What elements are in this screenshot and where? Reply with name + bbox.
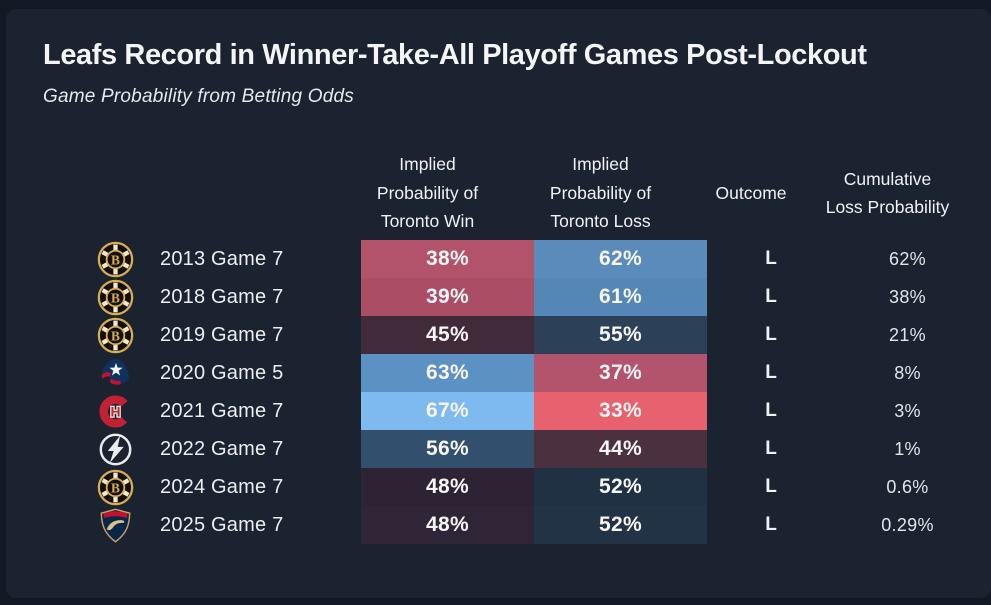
loss-probability-cell: 37% <box>534 354 707 392</box>
loss-probability-cell: 55% <box>534 316 707 354</box>
montreal-canadiens-icon <box>97 393 134 430</box>
game-label: 2022 Game 7 <box>160 437 284 460</box>
win-probability-cell: 38% <box>361 240 534 278</box>
game-label: 2024 Game 7 <box>160 475 284 498</box>
game-label: 2019 Game 7 <box>160 323 284 346</box>
game-label: 2020 Game 5 <box>160 361 284 384</box>
cumulative-loss-value: 21% <box>889 324 926 345</box>
table-row: 2025 Game 7 48% 52% L 0.29% <box>90 506 980 544</box>
loss-probability-cell: 62% <box>534 240 707 278</box>
game-label: 2013 Game 7 <box>160 247 284 270</box>
table-row: 2024 Game 7 48% 52% L 0.6% <box>90 468 980 506</box>
outcome-value: L <box>765 362 777 383</box>
chart-title: Leafs Record in Winner-Take-All Playoff … <box>43 39 867 71</box>
boston-bruins-icon <box>97 317 134 354</box>
table-header-row: Implied Probability of Toronto Win Impli… <box>90 146 980 240</box>
header-implied-loss: Implied Probability of Toronto Loss <box>549 154 652 232</box>
chart-subtitle: Game Probability from Betting Odds <box>43 86 354 107</box>
cumulative-loss-value: 8% <box>894 362 921 383</box>
outcome-value: L <box>765 248 777 269</box>
loss-probability-cell: 52% <box>534 506 707 544</box>
probability-table: Implied Probability of Toronto Win Impli… <box>90 146 980 544</box>
win-probability-cell: 63% <box>361 354 534 392</box>
florida-panthers-icon <box>100 508 130 542</box>
outcome-value: L <box>765 286 777 307</box>
columbus-blue-jackets-icon <box>101 358 129 385</box>
cumulative-loss-value: 3% <box>894 400 921 421</box>
outcome-value: L <box>765 514 777 535</box>
header-team-logo-spacer <box>90 146 140 240</box>
loss-probability-cell: 44% <box>534 430 707 468</box>
tampa-bay-lightning-icon <box>99 433 131 465</box>
loss-probability-cell: 33% <box>534 392 707 430</box>
header-cumulative-loss: Cumulative Loss Probability <box>825 168 950 217</box>
outcome-value: L <box>765 400 777 421</box>
win-probability-cell: 39% <box>361 278 534 316</box>
win-probability-cell: 45% <box>361 316 534 354</box>
win-probability-cell: 48% <box>361 468 534 506</box>
chart-card: Leafs Record in Winner-Take-All Playoff … <box>6 9 991 598</box>
header-implied-win: Implied Probability of Toronto Win <box>376 154 479 232</box>
header-outcome: Outcome <box>715 182 787 203</box>
boston-bruins-icon <box>97 279 134 316</box>
outcome-value: L <box>765 324 777 345</box>
cumulative-loss-value: 0.29% <box>881 514 934 535</box>
game-label: 2021 Game 7 <box>160 399 284 422</box>
table-row: 2021 Game 7 67% 33% L 3% <box>90 392 980 430</box>
win-probability-cell: 48% <box>361 506 534 544</box>
boston-bruins-icon <box>97 241 134 278</box>
loss-probability-cell: 61% <box>534 278 707 316</box>
loss-probability-cell: 52% <box>534 468 707 506</box>
boston-bruins-icon <box>97 469 134 506</box>
outcome-value: L <box>765 476 777 497</box>
game-label: 2025 Game 7 <box>160 513 284 536</box>
win-probability-cell: 56% <box>361 430 534 468</box>
header-game-spacer <box>140 146 341 240</box>
outcome-value: L <box>765 438 777 459</box>
win-probability-cell: 67% <box>361 392 534 430</box>
cumulative-loss-value: 62% <box>889 248 926 269</box>
cumulative-loss-value: 38% <box>889 286 926 307</box>
cumulative-loss-value: 1% <box>894 438 921 459</box>
table-row: 2013 Game 7 38% 62% L 62% <box>90 240 980 278</box>
table-row: 2022 Game 7 56% 44% L 1% <box>90 430 980 468</box>
game-label: 2018 Game 7 <box>160 285 284 308</box>
table-row: 2019 Game 7 45% 55% L 21% <box>90 316 980 354</box>
table-row: 2018 Game 7 39% 61% L 38% <box>90 278 980 316</box>
table-row: 2020 Game 5 63% 37% L 8% <box>90 354 980 392</box>
cumulative-loss-value: 0.6% <box>886 476 929 497</box>
